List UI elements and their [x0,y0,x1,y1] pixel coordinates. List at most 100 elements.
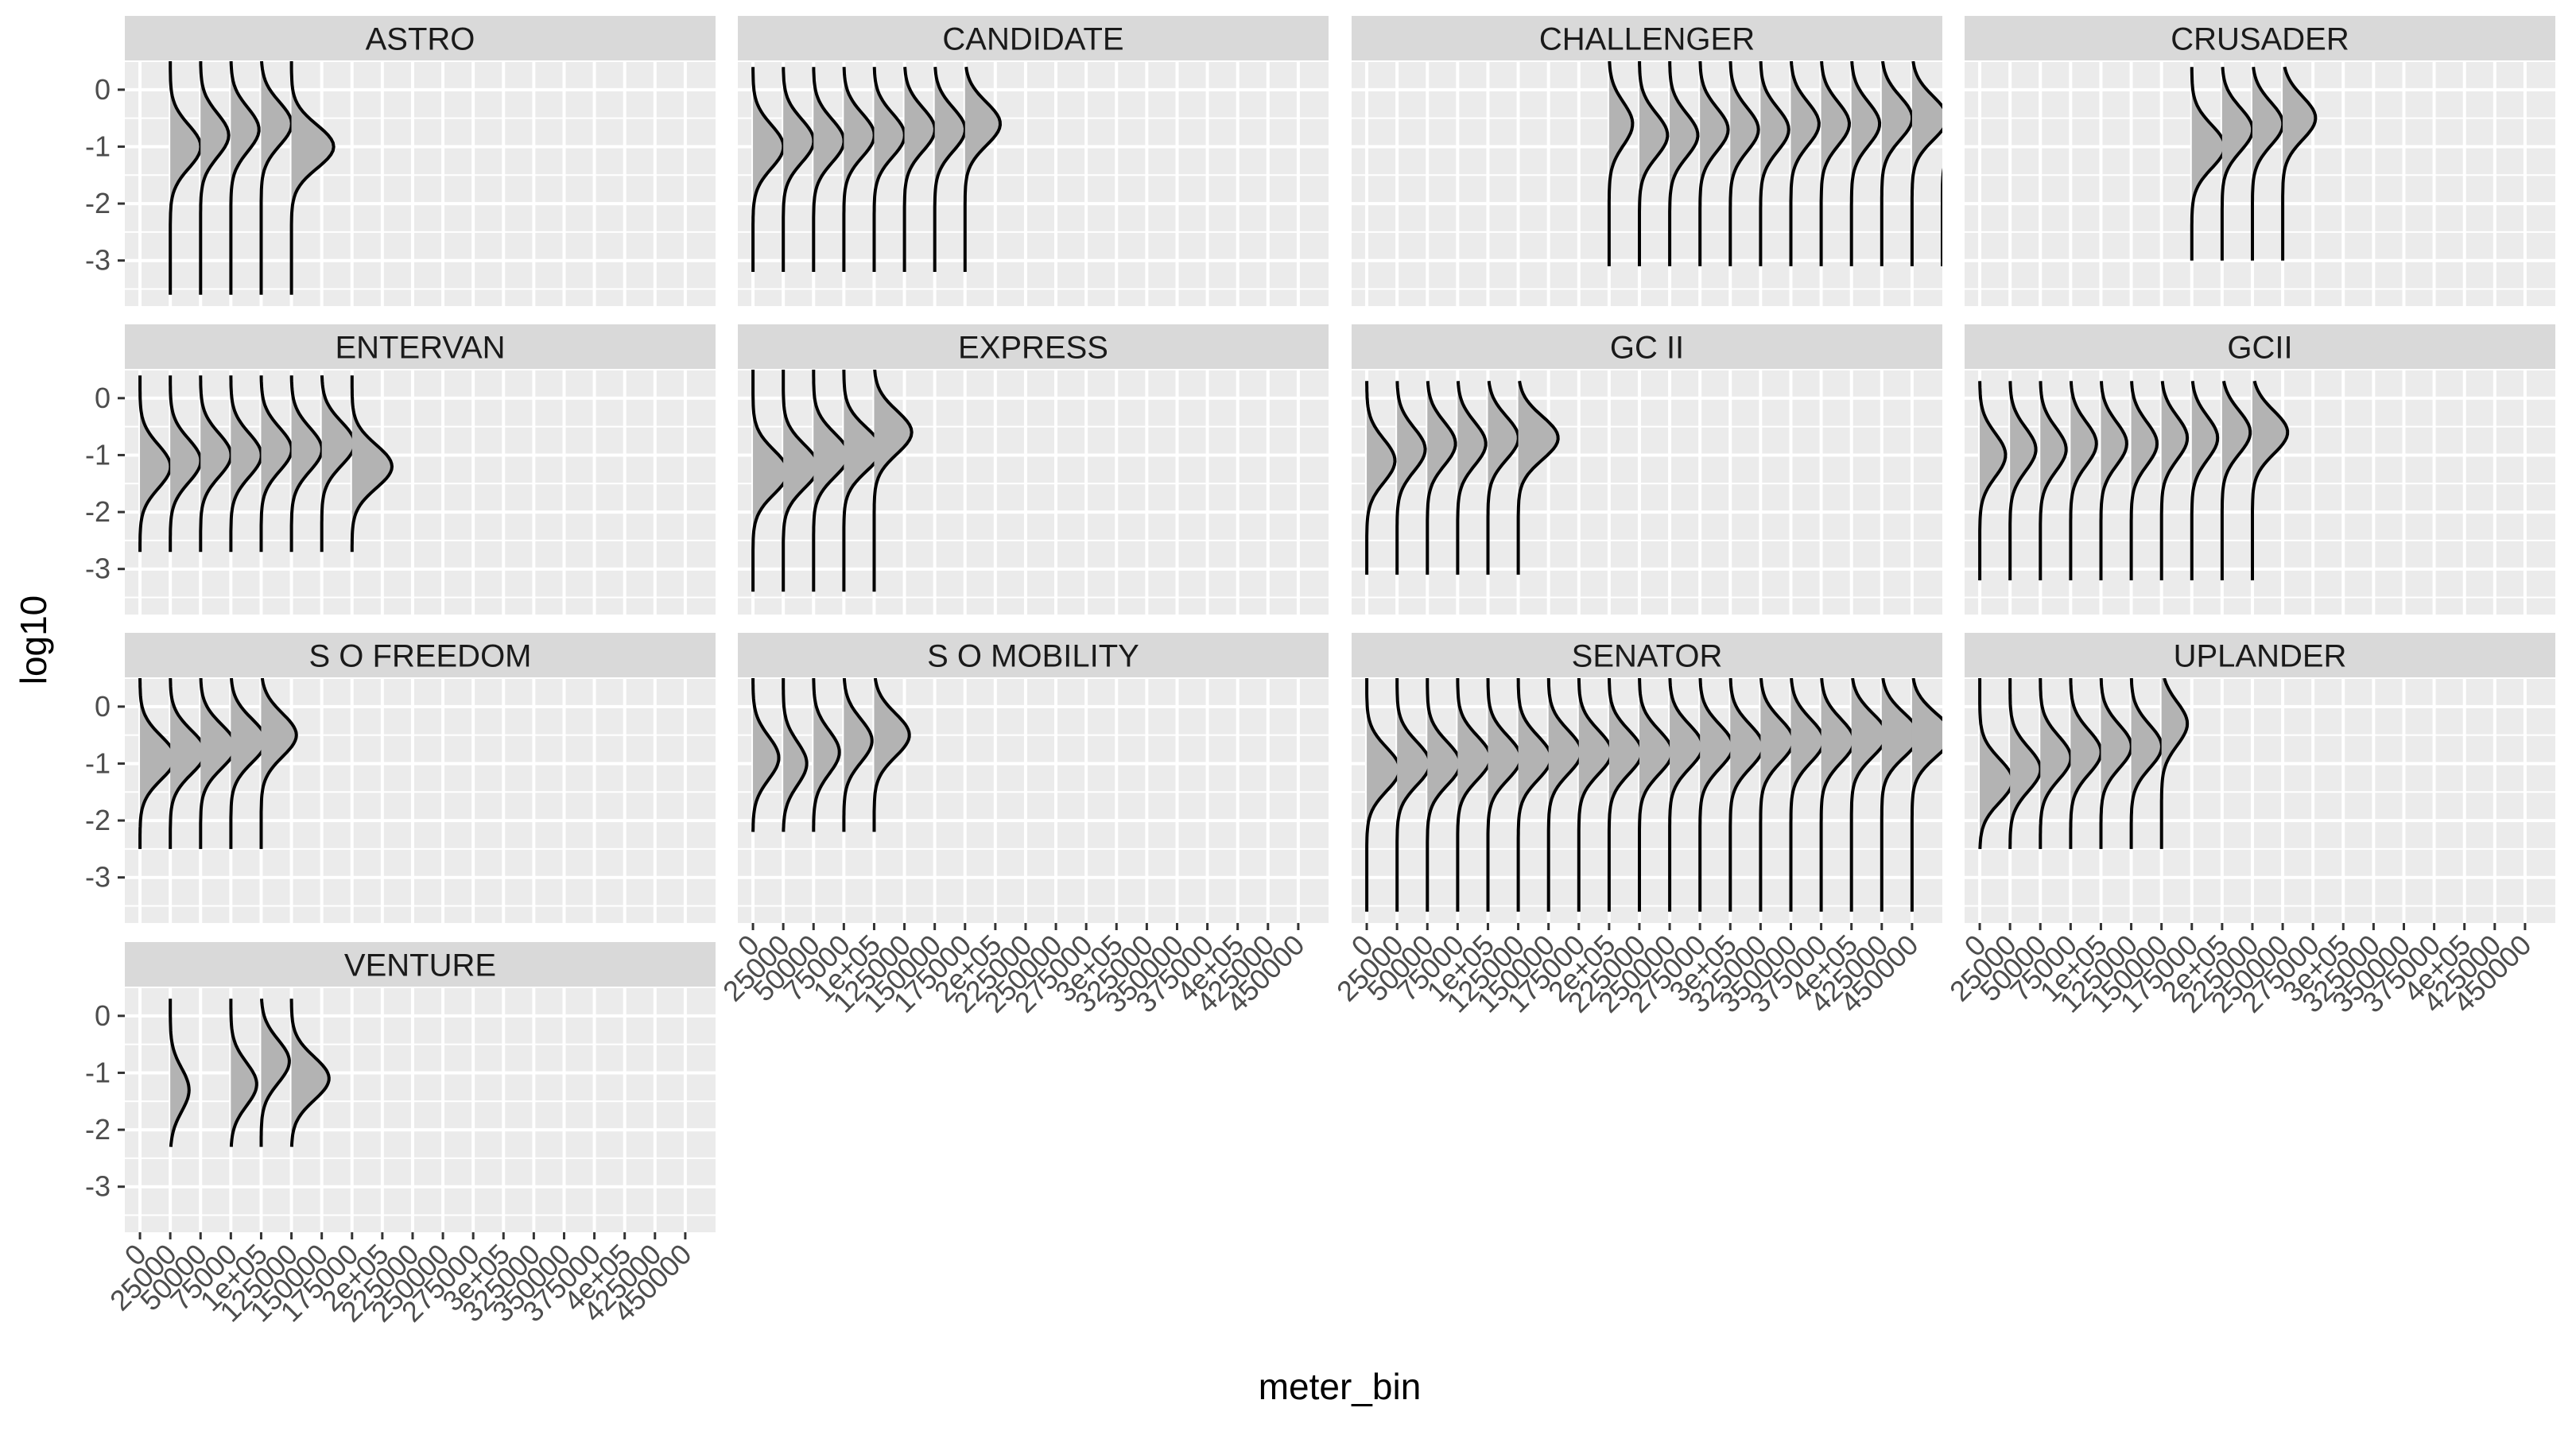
density-area [261,999,289,1147]
panel-background [1965,678,2555,923]
facet-s-o-mobility: S O MOBILITY02500050000750001e+051250001… [716,633,1329,1019]
density-area [934,67,965,273]
density-line [289,375,324,553]
density-ridges [169,999,331,1147]
density-line [2190,67,2227,261]
density-area [1790,678,1824,912]
density-line [1546,678,1584,912]
density-area [1397,678,1430,912]
density-line [1668,678,1705,912]
density-ridges [138,375,394,553]
density-line [902,67,937,272]
density-area [1518,381,1558,575]
density-line [1426,678,1462,912]
density-line [199,678,238,849]
density-area [2040,381,2066,581]
density-ridges [169,61,336,295]
density-area [844,67,875,273]
density-line [2159,381,2190,580]
density-area [2161,381,2188,581]
y-tick-label: -1 [85,130,111,162]
facet-s-o-freedom: S O FREEDOM 0 -1 -2 -3 [85,633,716,923]
density-line [2039,678,2073,849]
density-area [261,375,292,553]
density-area [1488,381,1519,575]
density-area [1851,678,1887,912]
density-line [1486,381,1520,575]
panel-background [125,370,716,615]
density-line [1668,61,1700,266]
density-area [783,67,814,273]
density-area [1700,61,1728,266]
facet-title: ENTERVAN [335,331,505,366]
facet-title: CHALLENGER [1539,22,1755,57]
density-area [170,375,201,553]
density-area [2283,67,2316,261]
density-line [2159,678,2190,849]
y-axis-title: log10 [13,595,54,685]
density-line [872,67,906,272]
facet-panels: ASTRO 0 -1 -2 -3 CANDIDATE CHALLENGER CRUSADER E… [85,16,2555,1328]
density-area [2191,381,2218,581]
density-line [1426,381,1457,575]
density-line [320,375,357,553]
density-line [2039,381,2068,580]
density-area [1639,61,1668,266]
density-line [933,67,968,272]
density-area [2252,381,2288,581]
density-line [2099,678,2133,849]
density-area [1760,61,1789,266]
density-ridges [751,66,1003,273]
density-area [1881,61,1913,266]
density-area [753,370,789,592]
facet-crusader: CRUSADER [1965,16,2555,306]
density-line [1516,678,1553,912]
facet-strip [125,16,716,61]
density-line [2129,381,2159,580]
density-area [231,61,259,295]
density-area [1488,678,1521,912]
density-line [259,375,293,553]
density-area [2221,381,2251,581]
density-area [1821,61,1849,266]
density-line [2190,381,2220,580]
density-line [229,999,258,1147]
density-line [199,375,233,553]
y-tick-label: -1 [85,1056,111,1088]
density-line [2220,380,2252,580]
facet-title: VENTURE [344,948,496,983]
facet-title: GC II [1610,331,1684,366]
density-line [812,678,841,832]
density-line [169,375,203,553]
density-area [140,375,171,553]
density-area [1730,61,1759,266]
density-area [1760,678,1794,912]
density-line [1365,381,1397,575]
density-area [1790,61,1819,266]
density-ridges [1365,380,1560,575]
density-area [351,375,392,553]
density-line [259,61,293,295]
density-area [783,370,819,592]
density-area [1980,381,2006,581]
facet-title: GCII [2227,331,2292,366]
density-area [904,67,935,273]
density-line [289,61,336,295]
density-area [844,678,872,832]
panel-background [125,678,716,923]
density-area [1367,381,1395,575]
density-line [1819,61,1852,266]
density-line [2008,678,2043,849]
density-area [1700,678,1733,912]
y-tick-label: -1 [85,438,111,471]
density-area [2131,678,2162,849]
facet-title: SENATOR [1572,639,1723,674]
density-line [229,678,268,849]
y-tick-label: -3 [85,244,111,277]
y-tick-label: -3 [85,553,111,585]
y-tick-label: 0 [95,690,111,723]
density-area [1367,678,1400,912]
density-line [1910,678,1942,912]
facet-candidate: CANDIDATE [738,16,1329,306]
